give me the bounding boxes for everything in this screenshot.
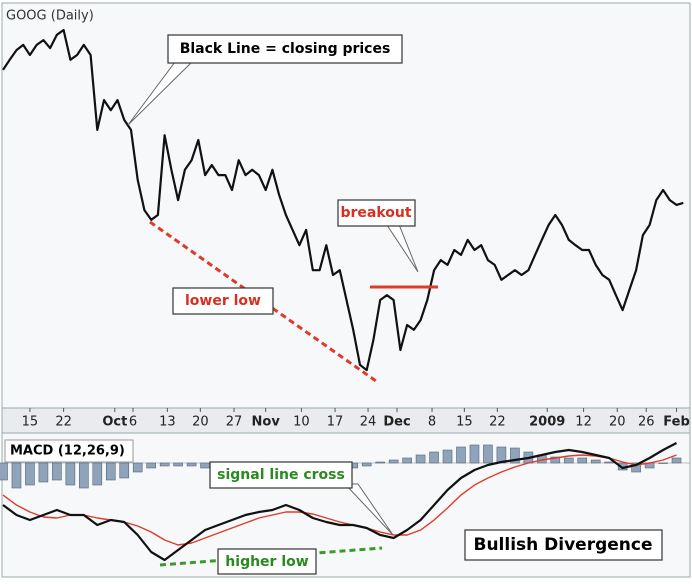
histogram-bar xyxy=(429,451,439,464)
price-marks: 15 22 Oct 6 13 20 27 Nov 10 17 24 Dec 8 15 22 2009 12 20 2… xyxy=(2,28,690,430)
x-tick-label: 15 xyxy=(456,415,473,430)
histogram-bar xyxy=(577,457,588,464)
date-axis-strip xyxy=(1,407,691,434)
histogram-bar xyxy=(186,462,197,467)
x-tick-label: Dec xyxy=(383,415,410,430)
chart-title: MACD (12,26,9) xyxy=(10,444,125,459)
histogram-bar xyxy=(65,462,76,486)
x-tick-label: Nov xyxy=(252,415,281,430)
x-tick-label: 10 xyxy=(293,415,310,430)
annotation: breakout xyxy=(340,205,411,221)
line xyxy=(2,28,684,372)
x-tick-label: Feb xyxy=(663,415,689,430)
histogram-bar xyxy=(146,462,156,469)
x-tick-label: 22 xyxy=(489,415,506,430)
x-tick-label: 17 xyxy=(327,415,344,430)
histogram-bar xyxy=(563,457,574,464)
histogram-bar xyxy=(25,462,35,486)
x-tick-label: 26 xyxy=(638,415,655,430)
histogram-bar xyxy=(590,459,601,464)
lower-low-trendline xyxy=(149,220,377,383)
macd-marks xyxy=(0,442,690,562)
histogram-bar xyxy=(0,462,8,481)
histogram-bar xyxy=(510,447,520,464)
histogram-bar xyxy=(483,444,493,464)
x-tick-label: 22 xyxy=(55,415,72,430)
histogram-bar xyxy=(79,462,89,489)
histogram-bar xyxy=(105,462,116,481)
histogram-bar xyxy=(132,462,143,473)
x-tick-label: 20 xyxy=(609,415,626,430)
histogram-bar xyxy=(415,454,426,464)
histogram-bar xyxy=(469,444,480,464)
x-tick-label: 8 xyxy=(428,415,436,430)
callout-box xyxy=(337,199,416,227)
x-tick-label: 27 xyxy=(226,415,243,430)
histogram-bar xyxy=(361,462,372,467)
x-tick-label: Oct xyxy=(102,415,127,430)
callout-box xyxy=(464,529,663,561)
chart-title: GOOG (Daily) xyxy=(6,9,94,24)
annotation: signal line cross xyxy=(217,467,345,483)
histogram-bar xyxy=(119,462,130,479)
histogram-bar xyxy=(631,462,641,473)
x-tick-label: 2009 xyxy=(529,415,565,430)
histogram-bar xyxy=(159,462,170,467)
x-tick-label: 6 xyxy=(129,415,137,430)
histogram-bar xyxy=(173,462,183,467)
callout-box xyxy=(209,461,353,489)
x-tick-label: 12 xyxy=(575,415,592,430)
x-tick-label: 24 xyxy=(360,415,377,430)
histogram-bar xyxy=(671,457,682,464)
histogram-bar xyxy=(604,461,614,464)
histogram-bar xyxy=(11,462,22,489)
line xyxy=(2,442,678,562)
histogram-bar xyxy=(402,457,412,464)
callout-box xyxy=(167,34,403,64)
annotation: Black Line = closing prices xyxy=(180,41,391,57)
histogram-bar xyxy=(375,461,385,464)
callout-box xyxy=(217,548,317,575)
x-tick-label: 20 xyxy=(192,415,209,430)
histogram-bar xyxy=(52,462,62,481)
callout-box xyxy=(172,287,274,315)
annotation: lower low xyxy=(185,293,261,309)
histogram-bar xyxy=(92,462,103,486)
histogram-bar xyxy=(550,456,561,464)
histogram-bar xyxy=(200,462,210,469)
title-box xyxy=(4,439,134,463)
x-tick-label: 13 xyxy=(159,415,176,430)
annotation: higher low xyxy=(225,554,308,570)
histogram-bar xyxy=(658,462,668,464)
annotation: Bullish Divergence xyxy=(473,535,652,555)
histogram-bar xyxy=(442,449,453,464)
histogram-bar xyxy=(456,446,466,464)
histogram-bar xyxy=(38,462,49,483)
x-tick-label: 15 xyxy=(22,415,39,430)
histogram-bar xyxy=(388,459,399,464)
